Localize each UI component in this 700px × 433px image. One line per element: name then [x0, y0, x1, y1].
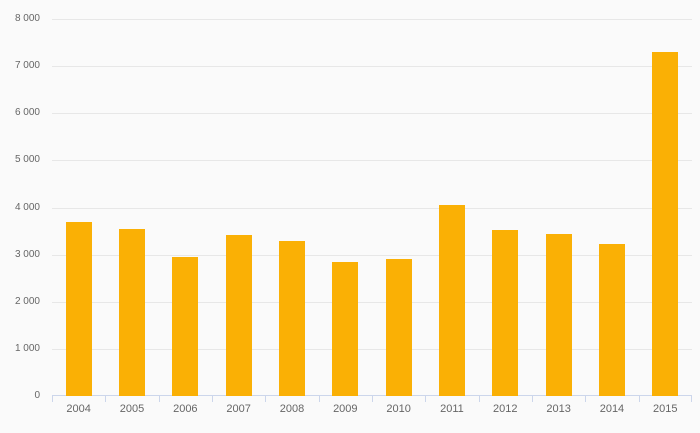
- x-axis-tick: [52, 396, 53, 402]
- x-axis-tick: [691, 396, 692, 402]
- gridline: [52, 254, 692, 256]
- x-axis-tick: [532, 396, 533, 402]
- bar-2010[interactable]: [385, 258, 412, 396]
- x-axis-labels: 2004 2005 2006 2007 2008 2009 2010 2011 2012 2013…: [52, 403, 692, 416]
- gridline: [52, 19, 692, 20]
- x-axis-tick: [478, 396, 480, 402]
- x-axis-tick: [212, 396, 213, 402]
- gridline: [52, 66, 692, 68]
- x-tick-label: 2008: [279, 403, 305, 415]
- x-tick-label: 2011: [440, 403, 464, 415]
- x-tick-label: 2004: [66, 403, 91, 415]
- gridline: [52, 160, 692, 162]
- x-axis-tick: [638, 396, 640, 402]
- x-axis-tick: [158, 396, 160, 402]
- y-tick-label: 4 000: [14, 201, 40, 213]
- x-axis-line: [52, 395, 692, 396]
- gridline: [52, 113, 692, 115]
- bar-2012[interactable]: [492, 229, 519, 396]
- x-tick-label: 2005: [119, 403, 145, 415]
- bar-2009[interactable]: [332, 262, 359, 396]
- bar-2005[interactable]: [119, 228, 145, 396]
- bar-2015[interactable]: [652, 52, 679, 396]
- y-tick-label: 1 000: [14, 342, 40, 354]
- gridline: [52, 348, 692, 350]
- x-tick-label: 2009: [333, 403, 358, 415]
- y-tick-label: 2 000: [14, 295, 40, 307]
- y-tick-label: 8 000: [14, 13, 40, 24]
- bar-2007[interactable]: [225, 234, 252, 396]
- gridline: [52, 207, 692, 209]
- x-axis-tick: [318, 396, 320, 402]
- bar-2008[interactable]: [279, 240, 305, 396]
- x-axis-tick: [265, 396, 267, 402]
- y-tick-label: 3 000: [14, 248, 40, 260]
- bar-2004[interactable]: [65, 221, 92, 396]
- y-tick-label: 5 000: [14, 154, 40, 166]
- bar-2006[interactable]: [172, 257, 199, 396]
- x-axis-tick: [425, 396, 427, 402]
- y-tick-label: 0: [34, 390, 40, 401]
- y-tick-label: 7 000: [14, 60, 40, 72]
- x-axis-tick: [585, 396, 587, 402]
- x-tick-label: 2006: [173, 403, 198, 415]
- bar-2011[interactable]: [439, 205, 465, 396]
- x-axis-tick: [372, 396, 373, 402]
- x-tick-label: 2015: [653, 403, 678, 415]
- x-tick-label: 2010: [386, 403, 411, 415]
- x-tick-label: 2013: [546, 403, 571, 415]
- y-axis-labels: 0 1 000 2 000 3 000 4 000 5 000 6 000 7 000 8 00…: [0, 0, 44, 433]
- x-tick-label: 2007: [226, 403, 251, 415]
- bar-2014[interactable]: [599, 243, 625, 396]
- gridline: [52, 301, 692, 303]
- plot-area: [52, 19, 692, 402]
- x-tick-label: 2012: [493, 403, 518, 415]
- y-tick-label: 6 000: [14, 107, 40, 119]
- x-tick-label: 2014: [599, 403, 625, 415]
- x-axis-tick: [105, 396, 107, 402]
- bar-2013[interactable]: [545, 233, 572, 396]
